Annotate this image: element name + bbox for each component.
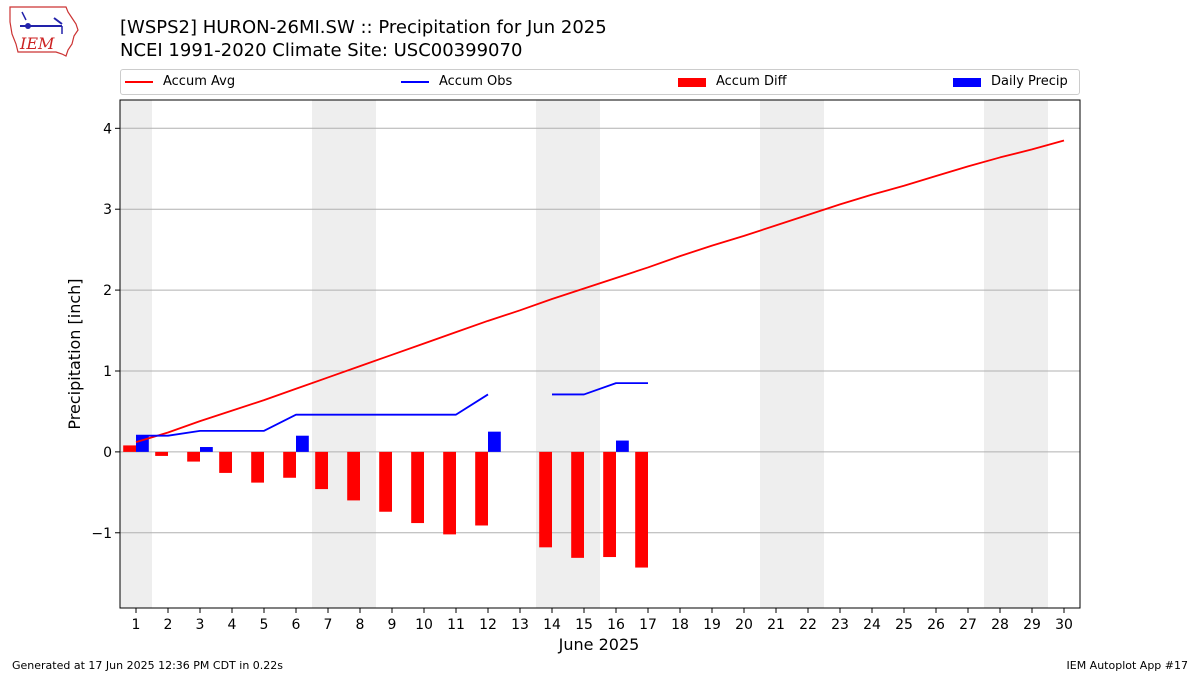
legend-label: Accum Avg <box>163 74 236 89</box>
weekend-shade <box>120 100 152 608</box>
daily-precip-bar <box>616 440 629 452</box>
accum-diff-bar <box>443 451 456 535</box>
y-tick-label: −1 <box>91 526 112 542</box>
x-tick-label: 27 <box>959 617 977 633</box>
x-tick-label: 18 <box>671 617 689 633</box>
x-tick-label: 23 <box>831 617 849 633</box>
x-tick-label: 20 <box>735 617 753 633</box>
x-tick-label: 19 <box>703 617 721 633</box>
accum-diff-bar <box>187 451 200 462</box>
accum-obs-line <box>136 393 489 437</box>
accum-diff-bar <box>411 451 424 524</box>
x-tick-label: 22 <box>799 617 817 633</box>
accum-diff-bar <box>379 451 392 512</box>
x-tick-label: 5 <box>260 617 269 633</box>
accum-diff-bar <box>251 451 264 483</box>
footer-generated: Generated at 17 Jun 2025 12:36 PM CDT in… <box>12 659 284 672</box>
x-tick-label: 10 <box>415 617 433 633</box>
y-tick-label: 1 <box>103 364 112 380</box>
chart-title: [WSPS2] HURON-26MI.SW :: Precipitation f… <box>120 17 607 38</box>
x-tick-label: 14 <box>543 617 561 633</box>
x-tick-label: 8 <box>356 617 365 633</box>
x-tick-label: 28 <box>991 617 1009 633</box>
accum-diff-bar <box>635 451 648 568</box>
accum-avg-line <box>135 139 1065 444</box>
daily-precip-bar <box>296 435 309 452</box>
accum-diff-bar <box>475 451 488 526</box>
accum-diff-bar <box>283 451 296 478</box>
daily-precip-bar <box>488 431 501 452</box>
x-tick-label: 13 <box>511 617 529 633</box>
legend-label: Accum Obs <box>439 74 513 89</box>
footer-app: IEM Autoplot App #17 <box>1066 659 1189 672</box>
chart-legend: Accum Avg Accum Obs Accum Diff Daily Pre… <box>120 69 1080 95</box>
x-tick-label: 21 <box>767 617 785 633</box>
weekend-shade <box>760 100 824 608</box>
accum-diff-bar <box>603 451 616 558</box>
x-tick-label: 26 <box>927 617 945 633</box>
x-tick-label: 2 <box>164 617 173 633</box>
x-tick-label: 30 <box>1055 617 1073 633</box>
plot-frame <box>119 99 1081 609</box>
y-tick-label: 3 <box>103 202 112 218</box>
y-tick-label: 0 <box>103 445 112 461</box>
x-tick-label: 25 <box>895 617 913 633</box>
accum-diff-bar <box>571 451 584 558</box>
x-tick-label: 29 <box>1023 617 1041 633</box>
weekend-shade <box>984 100 1048 608</box>
iem-logo-text: IEM <box>19 34 55 53</box>
chart-subtitle: NCEI 1991-2020 Climate Site: USC00399070 <box>120 40 523 61</box>
x-tick-label: 17 <box>639 617 657 633</box>
accum-diff-bar <box>539 451 552 548</box>
accum-diff-bar <box>155 451 168 456</box>
y-tick-label: 4 <box>103 121 112 137</box>
x-tick-label: 16 <box>607 617 625 633</box>
x-tick-label: 24 <box>863 617 881 633</box>
legend-label: Daily Precip <box>991 74 1068 89</box>
x-tick-label: 11 <box>447 617 465 633</box>
y-tick-label: 2 <box>103 283 112 299</box>
y-axis-label: Precipitation [inch] <box>65 278 84 429</box>
x-tick-label: 15 <box>575 617 593 633</box>
accum-diff-bar <box>123 445 136 452</box>
x-axis-label: June 2025 <box>558 635 640 654</box>
weekend-shade <box>312 100 376 608</box>
x-tick-label: 1 <box>132 617 141 633</box>
x-tick-label: 12 <box>479 617 497 633</box>
x-tick-label: 3 <box>196 617 205 633</box>
x-tick-label: 9 <box>388 617 397 633</box>
accum-diff-bar <box>347 451 360 501</box>
daily-precip-bar <box>200 447 213 452</box>
iem-logo-icon: IEM <box>9 6 79 57</box>
iem-logo: IEM <box>6 4 82 64</box>
x-tick-label: 4 <box>228 617 237 633</box>
x-tick-label: 6 <box>292 617 301 633</box>
accum-obs-line <box>552 382 648 396</box>
accum-diff-bar <box>219 451 232 473</box>
accum-diff-bar <box>315 451 328 490</box>
legend-label: Accum Diff <box>716 74 787 89</box>
x-tick-label: 7 <box>324 617 333 633</box>
